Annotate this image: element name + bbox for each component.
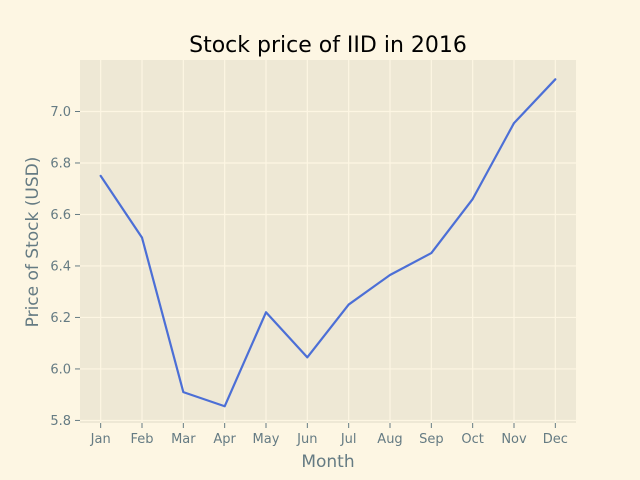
x-tick-label: Oct [461,432,483,447]
x-axis-label: Month [301,452,354,472]
x-tick-label: Aug [377,432,402,447]
y-tick-label: 6.2 [50,311,71,326]
x-tick-label: Mar [171,432,196,447]
y-tick-label: 6.6 [50,208,71,223]
x-tick-label: Jun [296,432,317,447]
x-tick-label: Apr [213,432,236,447]
y-tick-label: 6.8 [50,156,71,171]
x-tick-label: Jul [340,432,357,447]
axis-ticks: Jan Feb Mar Apr May Jun Jul Aug Sep Oct Nov Dec 5.8 6… [50,105,568,447]
grid [80,60,576,423]
x-tick-label: Nov [501,432,527,447]
series-line [99,78,557,408]
plot-area [80,60,576,423]
x-tick-label: Jan [90,432,111,447]
x-tick-label: Sep [419,432,444,447]
y-tick-label: 6.4 [50,259,71,274]
y-tick-label: 5.8 [50,414,71,429]
x-tick-label: Feb [130,432,153,447]
x-tick-label: Dec [543,432,568,447]
x-tick-label: May [253,432,280,447]
y-tick-label: 6.0 [50,362,71,377]
series-layer [99,78,557,408]
y-axis-label: Price of Stock (USD) [23,157,43,328]
y-tick-label: 7.0 [50,105,71,120]
chart-title: Stock price of IID in 2016 [189,33,467,58]
